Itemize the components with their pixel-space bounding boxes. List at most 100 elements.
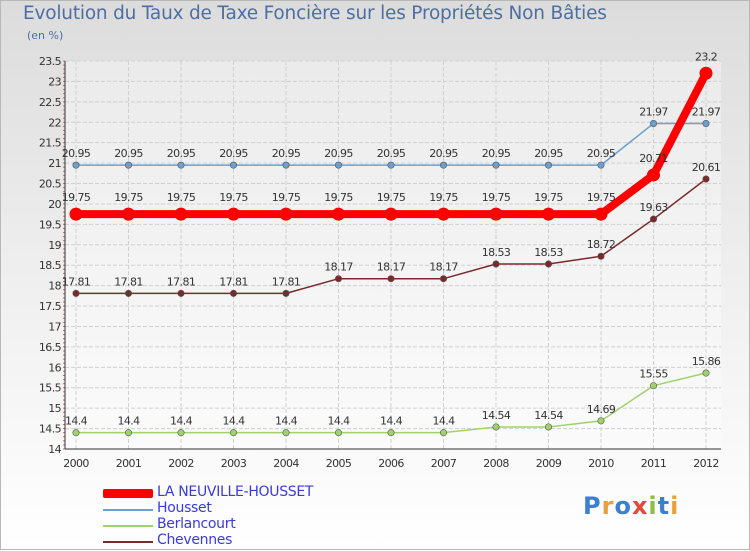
y-tick-label: 17.5 xyxy=(39,300,62,313)
legend-label-berlancourt: Berlancourt xyxy=(157,516,236,532)
data-point-chevennes xyxy=(334,275,342,283)
data-label-housset: 20.95 xyxy=(114,147,143,160)
data-point-chevennes xyxy=(649,215,657,223)
x-tick-label: 2000 xyxy=(63,457,89,470)
data-label-la-neuville-housset: 19.75 xyxy=(377,191,406,204)
data-label-berlancourt: 14.4 xyxy=(327,415,350,428)
data-label-berlancourt: 14.4 xyxy=(117,415,140,428)
data-label-berlancourt: 15.55 xyxy=(639,368,668,381)
legend-label-housset: Housset xyxy=(157,500,212,516)
data-label-housset: 20.95 xyxy=(377,147,406,160)
data-label-housset: 20.95 xyxy=(429,147,458,160)
data-point-la-neuville-housset xyxy=(594,207,608,221)
y-tick-label: 19.5 xyxy=(39,218,62,231)
data-point-housset xyxy=(334,161,342,169)
y-tick-label: 21 xyxy=(48,157,61,170)
data-point-housset xyxy=(439,161,447,169)
data-point-berlancourt xyxy=(439,429,447,437)
y-tick-label: 15.5 xyxy=(39,382,62,395)
data-point-berlancourt xyxy=(282,429,290,437)
data-label-berlancourt: 14.4 xyxy=(65,415,88,428)
data-point-la-neuville-housset xyxy=(69,207,83,221)
data-label-chevennes: 20.61 xyxy=(692,161,721,174)
data-label-la-neuville-housset: 19.75 xyxy=(272,191,301,204)
chart-title: Evolution du Taux de Taxe Foncière sur l… xyxy=(23,3,607,24)
data-point-la-neuville-housset xyxy=(647,168,660,182)
data-point-berlancourt xyxy=(492,423,500,431)
data-label-la-neuville-housset: 19.75 xyxy=(219,191,248,204)
data-point-housset xyxy=(649,119,657,127)
data-label-chevennes: 17.81 xyxy=(114,275,143,288)
data-label-la-neuville-housset: 19.75 xyxy=(167,191,196,204)
x-tick-label: 2007 xyxy=(431,457,457,470)
data-point-berlancourt xyxy=(72,429,80,437)
x-tick-label: 2005 xyxy=(326,457,352,470)
x-tick-label: 2009 xyxy=(536,457,562,470)
y-tick-label: 18 xyxy=(48,280,61,293)
data-label-housset: 20.95 xyxy=(272,147,301,160)
data-label-berlancourt: 15.86 xyxy=(692,355,721,368)
data-point-housset xyxy=(702,119,710,127)
legend-swatch-la-neuville-housset xyxy=(103,489,153,498)
data-label-housset: 20.95 xyxy=(219,147,248,160)
data-point-berlancourt xyxy=(597,417,605,425)
x-tick-label: 2011 xyxy=(641,457,667,470)
data-point-la-neuville-housset xyxy=(332,207,345,221)
data-label-housset: 20.95 xyxy=(587,147,616,160)
legend-swatch-housset xyxy=(103,509,153,511)
data-point-chevennes xyxy=(544,260,552,268)
data-point-chevennes xyxy=(597,252,605,260)
y-tick-label: 22 xyxy=(48,116,61,129)
x-tick-label: 2006 xyxy=(378,457,404,470)
data-point-housset xyxy=(387,161,395,169)
data-label-housset: 20.95 xyxy=(324,147,353,160)
data-label-chevennes: 18.17 xyxy=(324,261,353,274)
y-tick-label: 19 xyxy=(48,239,61,252)
data-point-housset xyxy=(72,161,80,169)
logo-letter: i xyxy=(648,492,658,520)
data-point-berlancourt xyxy=(125,429,133,437)
y-tick-label: 18.5 xyxy=(39,259,62,272)
data-label-la-neuville-housset: 19.75 xyxy=(534,191,563,204)
data-point-chevennes xyxy=(230,289,238,297)
data-point-housset xyxy=(597,161,605,169)
data-point-la-neuville-housset xyxy=(437,207,450,221)
data-point-berlancourt xyxy=(649,382,657,390)
data-point-berlancourt xyxy=(334,429,342,437)
data-label-la-neuville-housset: 19.75 xyxy=(482,191,511,204)
x-tick-label: 2001 xyxy=(116,457,142,470)
x-tick-label: 2003 xyxy=(221,457,247,470)
data-label-berlancourt: 14.4 xyxy=(380,415,403,428)
data-label-la-neuville-housset: 19.75 xyxy=(587,191,616,204)
data-point-la-neuville-housset xyxy=(489,207,503,221)
data-point-housset xyxy=(282,161,290,169)
y-tick-label: 16.5 xyxy=(39,341,62,354)
data-label-housset: 20.95 xyxy=(482,147,511,160)
legend-swatch-berlancourt xyxy=(103,525,153,527)
logo-letter: t xyxy=(657,492,671,520)
data-label-housset: 21.97 xyxy=(639,105,668,118)
data-label-chevennes: 18.53 xyxy=(534,246,563,259)
data-label-chevennes: 17.81 xyxy=(219,275,248,288)
x-tick-label: 2004 xyxy=(273,457,299,470)
legend-label-chevennes: Chevennes xyxy=(157,532,233,548)
data-point-chevennes xyxy=(387,275,395,283)
legend-swatch-chevennes xyxy=(103,541,153,543)
data-point-la-neuville-housset xyxy=(384,207,398,221)
data-point-housset xyxy=(177,161,185,169)
x-tick-label: 2010 xyxy=(588,457,614,470)
y-tick-label: 14.5 xyxy=(39,423,62,436)
logo-letter: P xyxy=(583,492,602,520)
y-tick-label: 23 xyxy=(48,75,61,88)
data-point-berlancourt xyxy=(177,429,185,437)
data-point-la-neuville-housset xyxy=(699,66,713,80)
data-label-housset: 21.97 xyxy=(692,105,721,118)
logo-letter: r xyxy=(601,492,615,520)
data-label-berlancourt: 14.4 xyxy=(222,415,245,428)
plot-area xyxy=(65,61,721,449)
data-label-chevennes: 19.63 xyxy=(639,201,668,214)
data-point-housset xyxy=(125,161,133,169)
data-point-housset xyxy=(492,161,500,169)
x-tick-label: 2008 xyxy=(483,457,509,470)
data-label-la-neuville-housset: 19.75 xyxy=(429,191,458,204)
